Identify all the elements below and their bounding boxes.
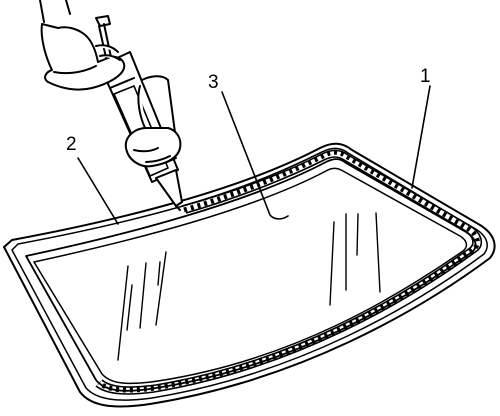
leader-line-3 [221, 91, 289, 220]
leader-line-1 [411, 85, 431, 189]
callout-1: 1 [420, 66, 431, 87]
hand-upper [39, 0, 126, 91]
callout-3: 3 [208, 72, 219, 93]
glass-reflection-lines [117, 212, 381, 361]
urethane-bead [95, 147, 483, 395]
callout-2: 2 [66, 134, 77, 155]
hand-lower [124, 75, 182, 168]
leader-line-2 [77, 157, 119, 225]
leader-lines [77, 85, 431, 225]
